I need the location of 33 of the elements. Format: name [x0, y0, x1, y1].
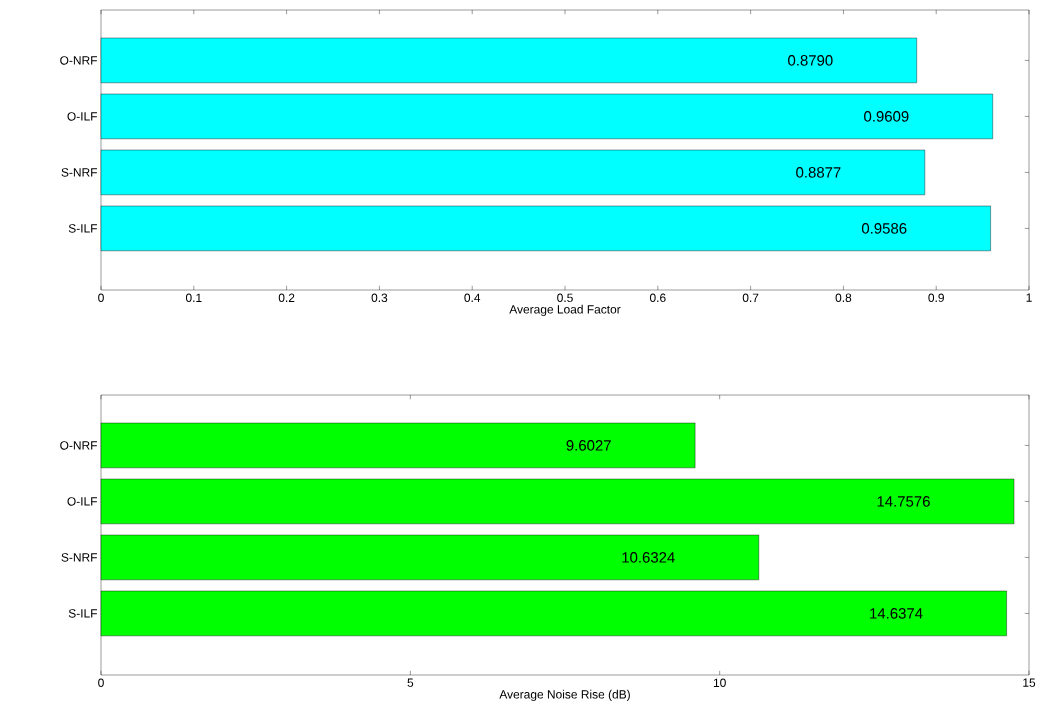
x-axis-title: Average Noise Rise (dB) [499, 689, 630, 701]
y-tick-label: S-ILF [68, 609, 98, 618]
data-label: 0.8877 [796, 167, 841, 178]
x-tick-label: 0 [98, 293, 104, 302]
y-tick-label: O-ILF [67, 497, 98, 506]
x-tick-label: 0.6 [649, 293, 666, 302]
data-label: 0.8790 [788, 55, 833, 66]
data-label: 0.9586 [861, 223, 907, 234]
y-tick-label: S-ILF [68, 224, 98, 233]
x-tick-label: 0.1 [185, 293, 202, 302]
x-tick-label: 0.5 [557, 293, 573, 302]
x-tick-label: 1 [1026, 293, 1032, 302]
x-tick-label: 5 [407, 678, 414, 687]
data-label: 14.7576 [877, 496, 930, 507]
x-tick-label: 0.8 [835, 293, 852, 302]
data-label: 9.6027 [566, 440, 611, 451]
data-label: 14.6374 [870, 608, 923, 619]
y-tick-label: O-NRF [60, 441, 97, 450]
y-tick-label: S-NRF [61, 553, 97, 562]
data-label: 0.9609 [864, 111, 909, 122]
x-tick-label: 0 [98, 678, 104, 687]
y-tick-label: O-ILF [67, 112, 98, 121]
x-tick-label: 0.2 [278, 293, 295, 302]
x-tick-label: 0.7 [742, 293, 759, 302]
x-axis-title: Average Load Factor [509, 304, 621, 316]
y-tick-label: S-NRF [61, 168, 97, 177]
x-tick-label: 0.4 [464, 293, 481, 302]
data-label: 10.6324 [622, 552, 675, 563]
x-tick-label: 0.9 [928, 293, 944, 302]
y-tick-label: O-NRF [60, 56, 97, 65]
x-tick-label: 10 [713, 678, 726, 687]
x-tick-label: 15 [1023, 678, 1036, 687]
x-tick-label: 0.3 [371, 293, 388, 302]
